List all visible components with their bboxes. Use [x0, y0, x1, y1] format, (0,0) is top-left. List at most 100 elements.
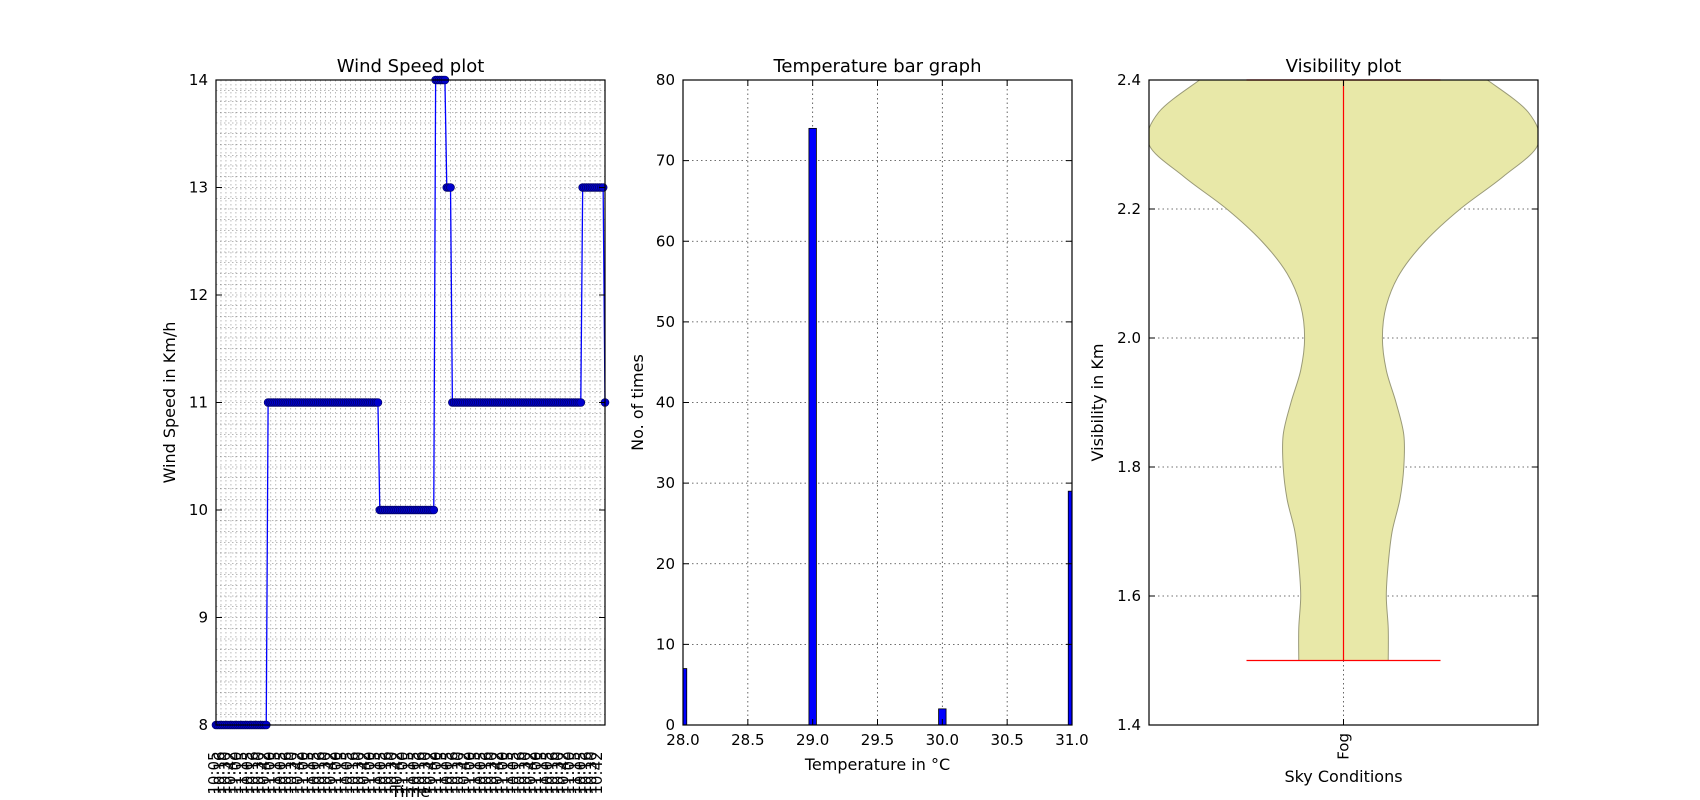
temp-x-tick-label: 31.0 — [1055, 731, 1088, 749]
wind-x-tick-label: 10:42 — [521, 751, 539, 794]
wind-x-tick-label: 10:05 — [238, 751, 256, 794]
wind-x-tick-label: 11:00 — [494, 751, 512, 794]
temp-y-tick-label: 20 — [656, 555, 675, 573]
wind-x-tick-label: 10:42 — [488, 751, 506, 794]
wind-x-tick-label: 10:05 — [338, 751, 356, 794]
wind-x-tick-label: 10:30 — [416, 751, 434, 794]
vis-y-ticks: 1.4 1.6 1.8 2.0 2.2 2.4 — [1117, 71, 1538, 734]
wind-x-tick-label: 10:30 — [449, 751, 467, 794]
wind-y-tick-label: 11 — [189, 394, 208, 412]
wind-x-tick-label: 10:42 — [588, 751, 606, 794]
wind-y-ticks: 8 9 10 11 12 13 14 — [189, 71, 605, 734]
temp-y-tick-label: 0 — [665, 716, 675, 734]
temp-x-tick-label: 28.0 — [666, 731, 699, 749]
wind-x-tick-label: 10:16 — [211, 751, 229, 794]
vis-y-tick-label: 1.4 — [1117, 716, 1141, 734]
wind-x-tick-label: 10:16 — [244, 751, 262, 794]
vis-y-tick-label: 2.4 — [1117, 71, 1141, 89]
temp-x-tick-label: 30.5 — [990, 731, 1023, 749]
wind-point — [373, 398, 383, 407]
wind-x-tick-label: 10:05 — [538, 751, 556, 794]
wind-grid — [215, 79, 606, 726]
wind-x-tick-label: 10:30 — [383, 751, 401, 794]
temp-x-axis-label: Temperature in °C — [804, 755, 950, 774]
temp-y-tick-label: 70 — [656, 152, 675, 170]
wind-x-tick-label: 10:42 — [288, 751, 306, 794]
wind-x-tick-labels: 10:0510:1610:3010:4211:0011:1510:0510:16… — [205, 751, 606, 794]
wind-x-tick-label: 10:05 — [471, 751, 489, 794]
wind-x-tick-label: 10:16 — [444, 751, 462, 794]
wind-x-tick-label: 11:00 — [227, 751, 245, 794]
temp-y-ticks: 0 10 20 30 40 50 60 70 80 — [656, 71, 1072, 734]
wind-x-tick-label: 11:15 — [233, 751, 251, 794]
wind-x-tick-label: 11:15 — [333, 751, 351, 794]
wind-x-tick-label: 10:30 — [549, 751, 567, 794]
wind-x-tick-label: 10:05 — [405, 751, 423, 794]
wind-x-tick-label: 10:05 — [305, 751, 323, 794]
temp-bar — [808, 127, 817, 726]
wind-x-tick-label: 10:05 — [438, 751, 456, 794]
wind-x-tick-label: 11:15 — [433, 751, 451, 794]
wind-x-tick-label: 11:15 — [366, 751, 384, 794]
wind-y-tick-label: 10 — [189, 501, 208, 519]
wind-x-tick-label: 10:42 — [388, 751, 406, 794]
wind-y-axis-label: Wind Speed in Km/h — [160, 322, 179, 484]
vis-x-ticks: Fog — [1335, 80, 1353, 760]
wind-x-axis-label: Time — [390, 782, 430, 800]
vis-y-tick-label: 1.6 — [1117, 587, 1141, 605]
wind-x-tick-label: 11:00 — [360, 751, 378, 794]
wind-x-tick-label: 10:05 — [505, 751, 523, 794]
wind-x-tick-label: 11:15 — [466, 751, 484, 794]
wind-x-tick-label: 11:15 — [266, 751, 284, 794]
temp-y-tick-label: 10 — [656, 635, 675, 653]
temp-x-tick-label: 30.0 — [926, 731, 959, 749]
wind-x-tick-label: 10:05 — [571, 751, 589, 794]
wind-x-tick-label: 10:05 — [205, 751, 223, 794]
wind-x-tick-label: 10:42 — [222, 751, 240, 794]
wind-x-tick-label: 10:16 — [510, 751, 528, 794]
wind-x-tick-label: 10:30 — [249, 751, 267, 794]
wind-x-tick-label: 10:30 — [283, 751, 301, 794]
wind-x-tick-label: 10:42 — [355, 751, 373, 794]
vis-chart-title: Visibility plot — [1286, 56, 1402, 77]
wind-x-tick-label: 10:30 — [316, 751, 334, 794]
wind-x-tick-label: 11:15 — [566, 751, 584, 794]
wind-x-tick-label: 10:30 — [582, 751, 600, 794]
wind-x-tick-label: 10:42 — [555, 751, 573, 794]
wind-x-tick-label: 11:15 — [532, 751, 550, 794]
wind-x-tick-label: 11:00 — [460, 751, 478, 794]
wind-x-tick-label: 11:00 — [527, 751, 545, 794]
wind-x-tick-label: 10:30 — [216, 751, 234, 794]
wind-x-tick-label: 10:30 — [516, 751, 534, 794]
wind-y-tick-label: 13 — [189, 179, 208, 197]
wind-chart-title: Wind Speed plot — [337, 56, 485, 77]
temp-x-tick-label: 28.5 — [731, 731, 764, 749]
wind-point — [446, 183, 455, 192]
wind-x-tick-label: 11:15 — [299, 751, 317, 794]
wind-x-tick-label: 11:00 — [394, 751, 412, 794]
wind-point — [429, 505, 439, 515]
wind-x-tick-label: 10:16 — [477, 751, 495, 794]
wind-x-tick-label: 10:05 — [272, 751, 290, 794]
temp-y-tick-label: 40 — [656, 394, 675, 412]
temp-y-tick-label: 60 — [656, 232, 675, 250]
temp-grid — [682, 79, 1073, 726]
temp-y-axis-label: No. of times — [628, 354, 647, 451]
temp-x-tick-label: 29.5 — [861, 731, 894, 749]
wind-x-tick-label: 10:16 — [544, 751, 562, 794]
wind-y-tick-label: 12 — [189, 286, 208, 304]
temp-y-tick-label: 80 — [656, 71, 675, 89]
wind-point — [576, 398, 586, 407]
wind-x-tick-label: 11:15 — [399, 751, 417, 794]
wind-x-tick-label: 10:16 — [344, 751, 362, 794]
temp-x-ticks: 28.0 28.5 29.0 29.5 30.0 30.5 31.0 — [666, 80, 1089, 749]
vis-x-axis-label: Sky Conditions — [1284, 767, 1402, 786]
vis-y-axis-label: Visibility in Km — [1088, 344, 1107, 462]
wind-x-tick-label: 10:30 — [349, 751, 367, 794]
wind-y-tick-label: 8 — [198, 716, 208, 734]
temp-y-tick-label: 50 — [656, 313, 675, 331]
vis-y-tick-label: 1.8 — [1117, 458, 1141, 476]
temp-y-tick-label: 30 — [656, 474, 675, 492]
